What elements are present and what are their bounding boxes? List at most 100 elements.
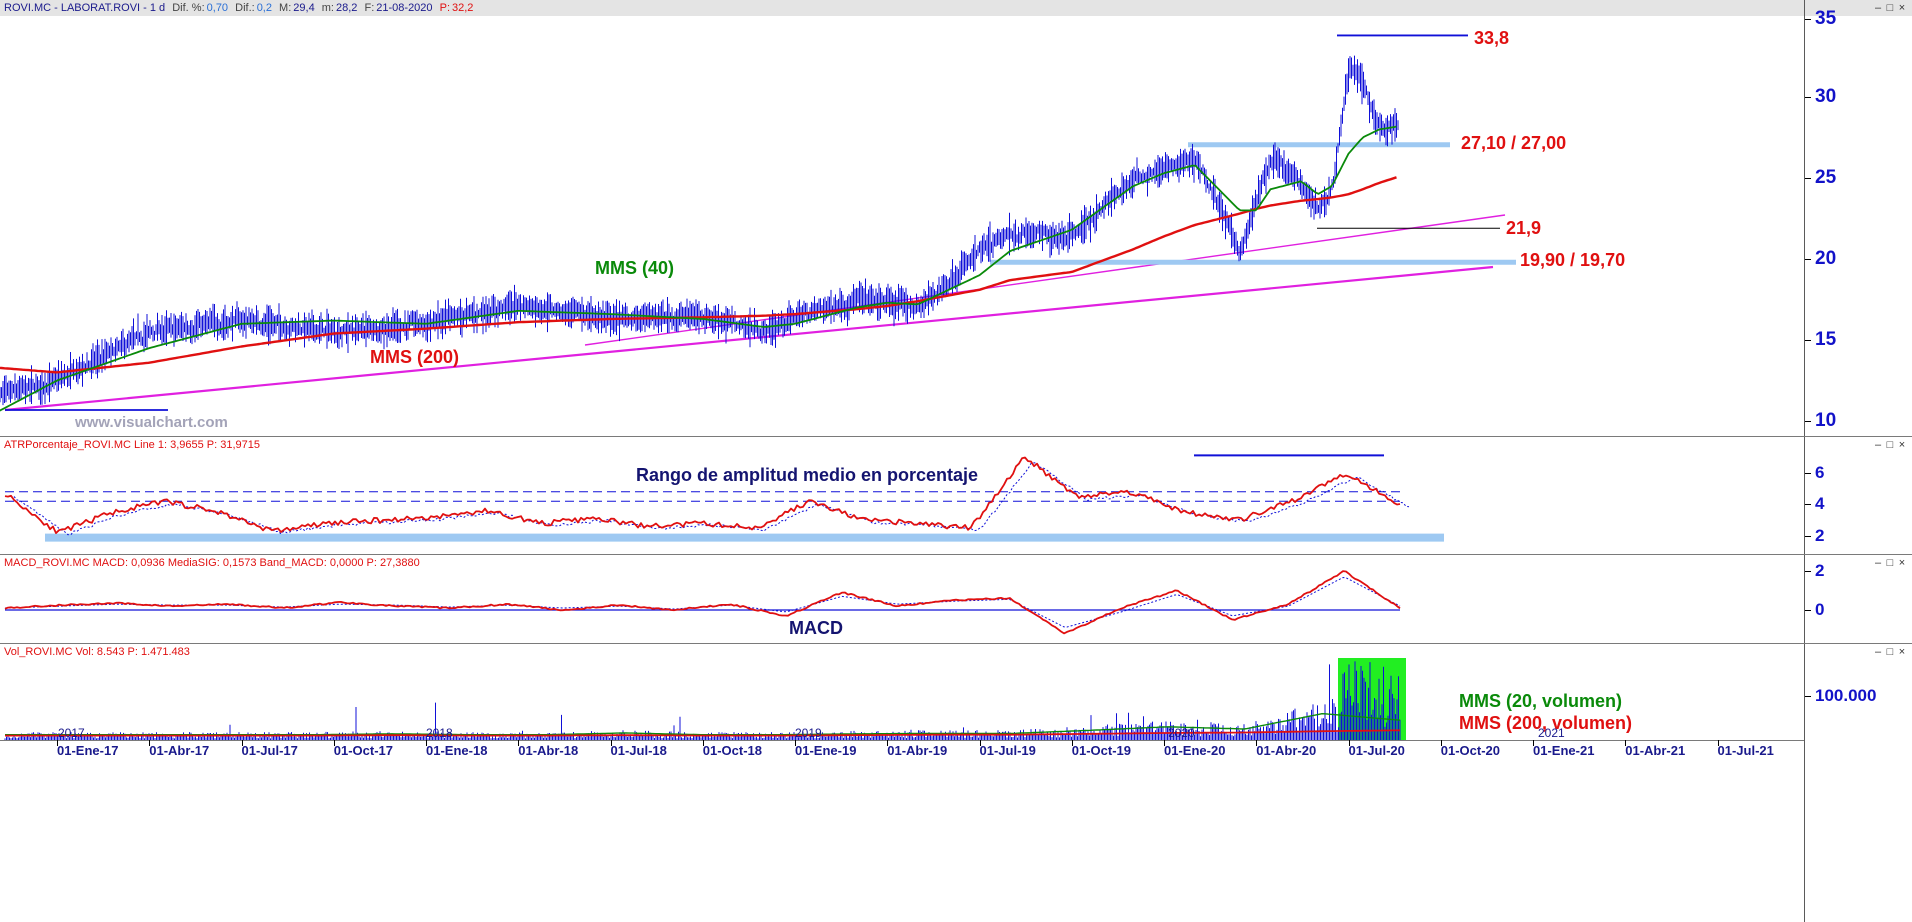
macd-y-axis: 2 0 — [1804, 555, 1912, 643]
maximize-icon[interactable]: □ — [1886, 2, 1894, 14]
macd-pane[interactable]: MACD_ROVI.MC MACD: 0,0936 MediaSIG: 0,15… — [0, 555, 1912, 643]
minimize-icon[interactable]: – — [1874, 646, 1882, 658]
x-tick — [1256, 740, 1258, 746]
y-label-35: 35 — [1815, 8, 1837, 29]
year-label: 2020 — [1168, 726, 1195, 740]
x-tick-label: 01-Abr-18 — [518, 743, 579, 758]
y-tick — [1805, 178, 1811, 179]
volume-mms200-line — [5, 729, 1401, 737]
maximize-icon[interactable]: □ — [1886, 646, 1894, 658]
y-label-4: 4 — [1815, 494, 1825, 513]
volume-pane-controls: – □ × — [1872, 644, 1908, 660]
y-label-2: 2 — [1815, 561, 1825, 580]
x-tick-label: 01-Abr-20 — [1256, 743, 1317, 758]
pane-separator — [0, 643, 1912, 644]
volume-pane[interactable]: Vol_ROVI.MC Vol: 8.543 P: 1.471.483 – □ × … — [0, 644, 1912, 922]
year-label: 2021 — [1538, 726, 1565, 740]
y-tick — [1805, 340, 1811, 341]
y-tick — [1805, 19, 1811, 20]
mms200-line — [0, 176, 1397, 374]
x-tick — [610, 740, 612, 746]
x-tick — [1164, 740, 1165, 746]
atr-header-label: ATRPorcentaje_ROVI.MC Line 1: 3,9655 P: … — [4, 439, 260, 451]
x-tick — [979, 740, 981, 746]
x-tick — [795, 740, 796, 746]
x-tick-label: 01-Jul-18 — [610, 743, 667, 758]
annotation-support-1: 21,9 — [1506, 218, 1542, 238]
x-tick-label: 01-Jul-19 — [979, 743, 1036, 758]
atr-y-axis: 6 4 2 — [1804, 437, 1912, 554]
annotation-top: 33,8 — [1474, 28, 1510, 48]
y-tick — [1805, 97, 1811, 98]
atr-header: ATRPorcentaje_ROVI.MC Line 1: 3,9655 P: … — [0, 437, 1912, 453]
y-tick — [1805, 536, 1811, 537]
atr-pane-controls: – □ × — [1872, 437, 1908, 453]
min-value: 28,2 — [336, 2, 358, 14]
y-tick — [1805, 259, 1811, 260]
volume-y-axis: 100.000 — [1804, 644, 1912, 922]
x-tick-label: 01-Jul-21 — [1717, 743, 1774, 758]
x-tick — [426, 740, 427, 746]
x-tick-label: 01-Ene-20 — [1164, 743, 1226, 758]
x-tick — [241, 740, 243, 746]
y-label-6: 6 — [1815, 463, 1825, 482]
y-label-100000: 100.000 — [1815, 686, 1877, 705]
atr-line — [4, 456, 1401, 534]
minimize-icon[interactable]: – — [1874, 2, 1882, 14]
symbol-label: ROVI.MC - LABORAT.ROVI - 1 d — [4, 2, 166, 14]
max-value: 29,4 — [293, 2, 315, 14]
x-tick — [1717, 740, 1719, 746]
macd-plot — [4, 570, 1401, 635]
annotation-vol200: MMS (200, volumen) — [1459, 713, 1633, 733]
x-axis: 01-Ene-17 01-Abr-17 01-Jul-17 01-Oct-17 01-E… — [0, 740, 1804, 763]
dif-pct-value: 0,70 — [206, 2, 229, 14]
mms40-line — [0, 125, 1397, 412]
annotation-mms40: MMS (40) — [595, 258, 675, 278]
price-series — [0, 55, 1399, 406]
atr-plot — [4, 454, 1444, 542]
y-label-25: 25 — [1815, 167, 1837, 188]
y-tick — [1805, 421, 1811, 422]
x-tick — [57, 740, 58, 746]
price-pane[interactable]: ROVI.MC - LABORAT.ROVI - 1 d Dif. %: 0,70… — [0, 0, 1912, 436]
y-label-2: 2 — [1815, 526, 1825, 545]
minimize-icon[interactable]: – — [1874, 557, 1882, 569]
atr-pane[interactable]: ATRPorcentaje_ROVI.MC Line 1: 3,9655 P: … — [0, 437, 1912, 554]
pane-separator — [0, 554, 1912, 555]
annotation-support-2: 19,90 / 19,70 — [1520, 250, 1626, 270]
x-tick-label: 01-Abr-21 — [1625, 743, 1686, 758]
y-label-10: 10 — [1815, 410, 1837, 431]
minimize-icon[interactable]: – — [1874, 439, 1882, 451]
year-label: 2018 — [426, 726, 453, 740]
x-tick-label: 01-Oct-20 — [1440, 743, 1500, 758]
pane-separator — [0, 436, 1912, 437]
x-tick — [1533, 740, 1534, 746]
price-header: ROVI.MC - LABORAT.ROVI - 1 d Dif. %: 0,70… — [0, 0, 1912, 16]
maximize-icon[interactable]: □ — [1886, 439, 1894, 451]
maximize-icon[interactable]: □ — [1886, 557, 1894, 569]
macd-header: MACD_ROVI.MC MACD: 0,0936 MediaSIG: 0,15… — [0, 555, 1912, 571]
volume-plot — [4, 658, 1406, 740]
annotation-resistance: 27,10 / 27,00 — [1461, 133, 1567, 153]
x-tick-label: 01-Oct-19 — [1071, 743, 1131, 758]
close-icon[interactable]: × — [1898, 557, 1906, 569]
x-tick — [518, 740, 520, 746]
atr-title: Rango de amplitud medio en porcentaje — [636, 465, 979, 485]
x-tick-label: 01-Ene-21 — [1533, 743, 1595, 758]
x-tick-label: 01-Oct-18 — [702, 743, 762, 758]
price-y-axis: 35 30 25 20 15 10 — [1804, 0, 1912, 436]
y-label-20: 20 — [1815, 248, 1837, 269]
close-icon[interactable]: × — [1898, 2, 1906, 14]
x-tick-label: 01-Oct-17 — [333, 743, 393, 758]
close-icon[interactable]: × — [1898, 439, 1906, 451]
macd-header-label: MACD_ROVI.MC MACD: 0,0936 MediaSIG: 0,15… — [4, 557, 420, 569]
y-tick — [1805, 504, 1811, 505]
x-tick — [1071, 740, 1073, 746]
x-tick-label: 01-Ene-17 — [57, 743, 119, 758]
y-label-0: 0 — [1815, 600, 1825, 619]
x-tick — [702, 740, 704, 746]
x-tick — [1348, 740, 1350, 746]
close-icon[interactable]: × — [1898, 646, 1906, 658]
macd-pane-controls: – □ × — [1872, 555, 1908, 571]
